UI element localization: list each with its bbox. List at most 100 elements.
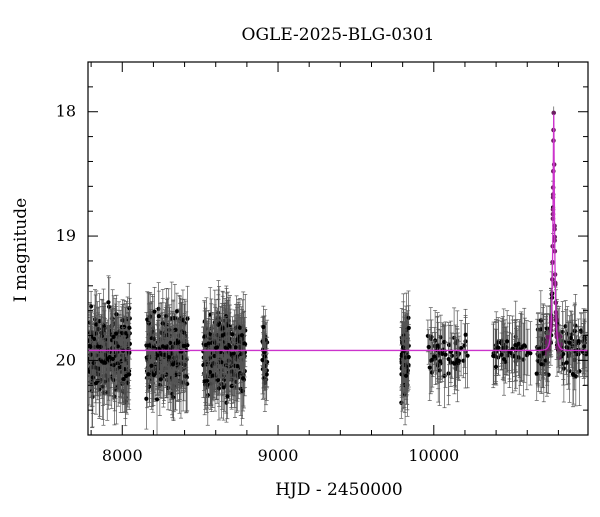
data-point: [567, 340, 572, 345]
data-point: [225, 323, 231, 328]
data-point: [156, 314, 162, 319]
data-point: [152, 309, 157, 314]
axis-ticks: 8000 9000 10000 18 19 20: [56, 61, 588, 465]
data-point: [96, 326, 101, 332]
data-point: [154, 397, 160, 402]
data-point: [215, 377, 221, 383]
data-point: [568, 335, 573, 341]
data-point: [155, 353, 160, 358]
data-point: [182, 330, 187, 335]
data-point: [212, 340, 218, 345]
data-point: [98, 344, 103, 349]
data-point: [107, 355, 112, 360]
data-point: [121, 376, 126, 382]
data-point: [543, 358, 548, 363]
data-point: [264, 372, 269, 377]
data-point: [537, 346, 543, 351]
data-point: [202, 334, 207, 339]
data-point: [145, 317, 150, 322]
data-point: [237, 325, 243, 330]
data-point: [225, 394, 230, 399]
data-point: [174, 309, 179, 314]
data-point: [572, 328, 577, 334]
data-point: [224, 313, 229, 319]
x-tick-label: 9000: [258, 446, 299, 465]
data-point: [432, 354, 437, 359]
data-point: [176, 340, 181, 345]
data-point: [163, 345, 169, 350]
plot-content: [88, 106, 588, 435]
data-point: [149, 363, 154, 368]
data-point: [229, 383, 234, 389]
data-point: [120, 330, 125, 336]
data-point: [230, 332, 235, 337]
data-point: [463, 332, 468, 337]
data-point: [92, 336, 97, 342]
data-point: [576, 338, 581, 344]
data-point: [426, 344, 431, 350]
data-point: [456, 358, 462, 363]
data-point: [91, 360, 96, 366]
data-point: [226, 342, 231, 348]
data-point: [94, 322, 99, 327]
data-point: [240, 389, 245, 394]
data-point: [501, 357, 507, 362]
data-point: [151, 373, 157, 378]
data-point: [427, 365, 432, 370]
data-point: [221, 385, 226, 390]
y-axis-label: I magnitude: [11, 198, 31, 302]
y-tick-label: 18: [56, 102, 76, 121]
data-point: [172, 316, 177, 321]
data-point: [90, 375, 95, 380]
data-point: [570, 372, 576, 377]
plot-frame: [87, 61, 589, 436]
data-point: [224, 346, 230, 351]
data-point: [220, 326, 225, 331]
data-point: [127, 372, 132, 377]
data-point: [239, 351, 244, 357]
data-point: [219, 360, 224, 365]
data-point: [207, 369, 213, 375]
x-axis-label: HJD - 2450000: [275, 480, 403, 500]
data-point: [541, 351, 546, 356]
data-point: [493, 364, 499, 369]
data-point: [159, 352, 165, 357]
data-point: [429, 370, 434, 375]
data-point: [260, 357, 265, 363]
data-point: [146, 372, 151, 377]
data-point: [435, 343, 440, 348]
data-point: [499, 352, 504, 357]
data-point: [106, 300, 111, 305]
data-point: [513, 342, 518, 348]
y-tick-label: 20: [56, 350, 76, 369]
data-point: [146, 343, 151, 348]
data-point: [144, 396, 149, 401]
data-point: [403, 355, 408, 360]
data-point: [261, 324, 266, 330]
data-point: [185, 381, 190, 387]
data-point: [127, 325, 132, 330]
data-point: [205, 378, 210, 383]
data-point: [505, 339, 510, 344]
data-point: [212, 353, 217, 359]
x-tick-label: 10000: [408, 446, 459, 465]
data-point: [516, 341, 521, 346]
data-point: [437, 368, 442, 373]
data-point: [220, 333, 225, 338]
data-point: [111, 363, 116, 368]
data-point: [111, 334, 116, 339]
data-point: [231, 351, 236, 356]
data-point: [242, 341, 247, 346]
data-point: [443, 352, 448, 357]
data-point: [522, 343, 527, 348]
data-point: [122, 324, 127, 329]
data-point: [216, 386, 222, 391]
data-point: [545, 335, 551, 340]
data-point: [438, 359, 443, 364]
model-curve: [88, 114, 588, 352]
data-point: [262, 354, 267, 359]
data-point: [582, 344, 587, 349]
data-point: [167, 327, 172, 332]
data-point: [561, 366, 566, 371]
